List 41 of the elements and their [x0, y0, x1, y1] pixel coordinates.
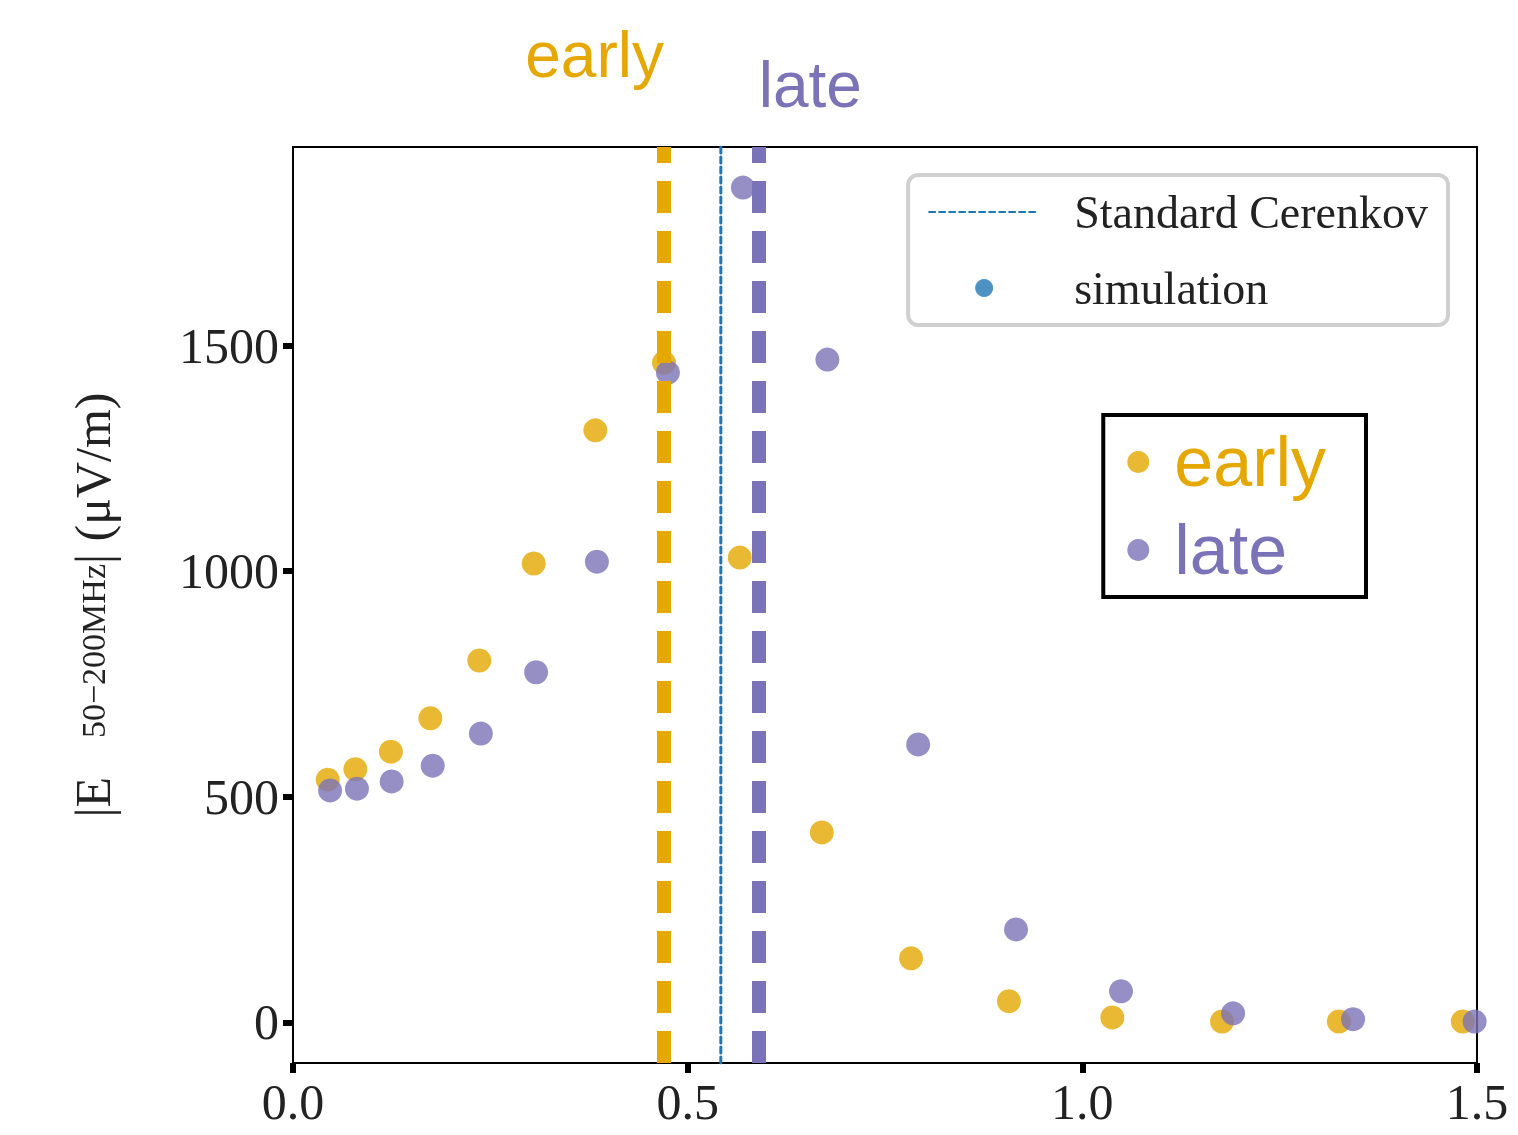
point [1462, 1009, 1487, 1034]
point [809, 820, 834, 845]
point [899, 946, 924, 971]
y-tick-label: 1500 [179, 317, 279, 374]
point [524, 660, 549, 685]
point [996, 989, 1021, 1014]
point [906, 732, 931, 757]
point [468, 721, 493, 746]
point [467, 648, 492, 673]
point [727, 545, 752, 570]
x-tick-label: 0.0 [261, 1074, 325, 1130]
legend-label: early [1174, 423, 1327, 501]
ref-line-label: early [525, 19, 664, 91]
point [730, 175, 755, 200]
legend-label: late [1174, 511, 1288, 589]
point [1221, 1001, 1246, 1026]
point [1100, 1005, 1125, 1030]
point [379, 769, 404, 794]
point [1109, 979, 1134, 1004]
legend-label: simulation [1074, 262, 1269, 314]
point [583, 418, 608, 443]
x-tick-label: 1.5 [1445, 1074, 1509, 1130]
ref-line-label: late [758, 49, 862, 121]
y-tick-label: 500 [204, 768, 279, 825]
y-tick-label: 1000 [179, 543, 279, 600]
point [521, 551, 546, 576]
point [418, 706, 443, 731]
point [343, 757, 368, 782]
y-axis-title: |E⃗50−200MHz| (μV/m) [65, 392, 121, 818]
point [344, 776, 369, 801]
legend-label: Standard Cerenkov [1074, 186, 1429, 238]
point [378, 739, 403, 764]
point [815, 347, 840, 372]
point [1004, 917, 1029, 942]
point [318, 778, 343, 803]
point [584, 549, 609, 574]
x-tick-label: 1.0 [1051, 1074, 1114, 1130]
point [420, 753, 445, 778]
y-tick-label: 0 [254, 994, 279, 1051]
point [1341, 1007, 1366, 1032]
x-tick-label: 0.5 [656, 1074, 719, 1130]
